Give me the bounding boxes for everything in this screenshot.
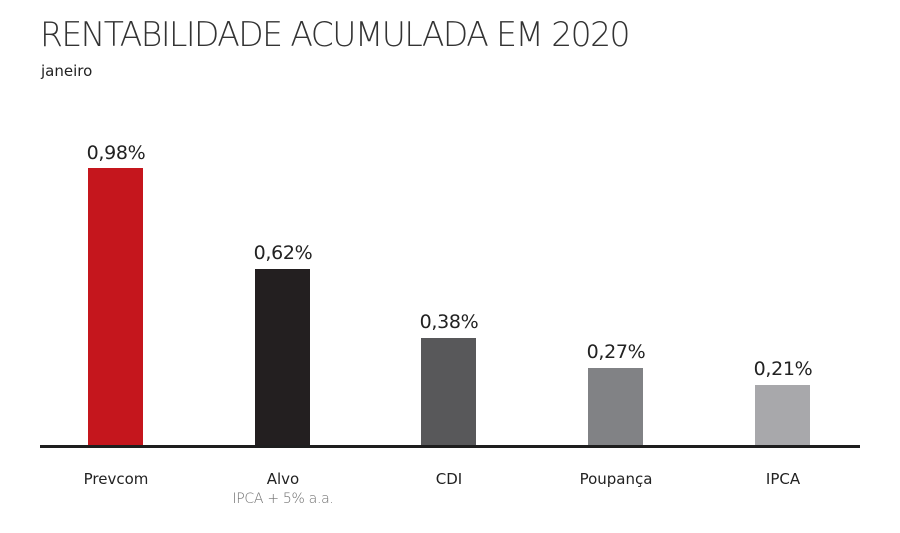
value-label: 0,27% [586, 341, 646, 363]
category-sublabel: IPCA + 5% a.a. [232, 491, 334, 507]
x-axis-line [40, 445, 860, 448]
value-label: 0,38% [419, 311, 479, 333]
value-label: 0,98% [86, 142, 146, 164]
value-label: 0,21% [753, 358, 813, 380]
chart-title: RENTABILIDADE ACUMULADA EM 2020 [40, 15, 631, 55]
category-label: CDI [435, 470, 463, 488]
category-label: Alvo [266, 470, 300, 488]
category-label: IPCA [765, 470, 801, 488]
bar-cdi [421, 338, 476, 446]
bar-poupanca [588, 368, 643, 446]
value-label: 0,62% [253, 242, 313, 264]
bar-group-ipca: 0,21% IPCA [703, 0, 863, 533]
bar-group-poupanca: 0,27% Poupança [536, 0, 696, 533]
bar-group-cdi: 0,38% CDI [369, 0, 529, 533]
bar-alvo [255, 269, 310, 446]
category-label: Prevcom [83, 470, 149, 488]
bar-ipca [755, 385, 810, 446]
category-label: Poupança [579, 470, 653, 488]
bar-prevcom [88, 168, 143, 446]
bar-group-alvo: 0,62% Alvo IPCA + 5% a.a. [203, 0, 363, 533]
bar-group-prevcom: 0,98% Prevcom [36, 0, 196, 533]
chart-subtitle: janeiro [41, 62, 93, 80]
